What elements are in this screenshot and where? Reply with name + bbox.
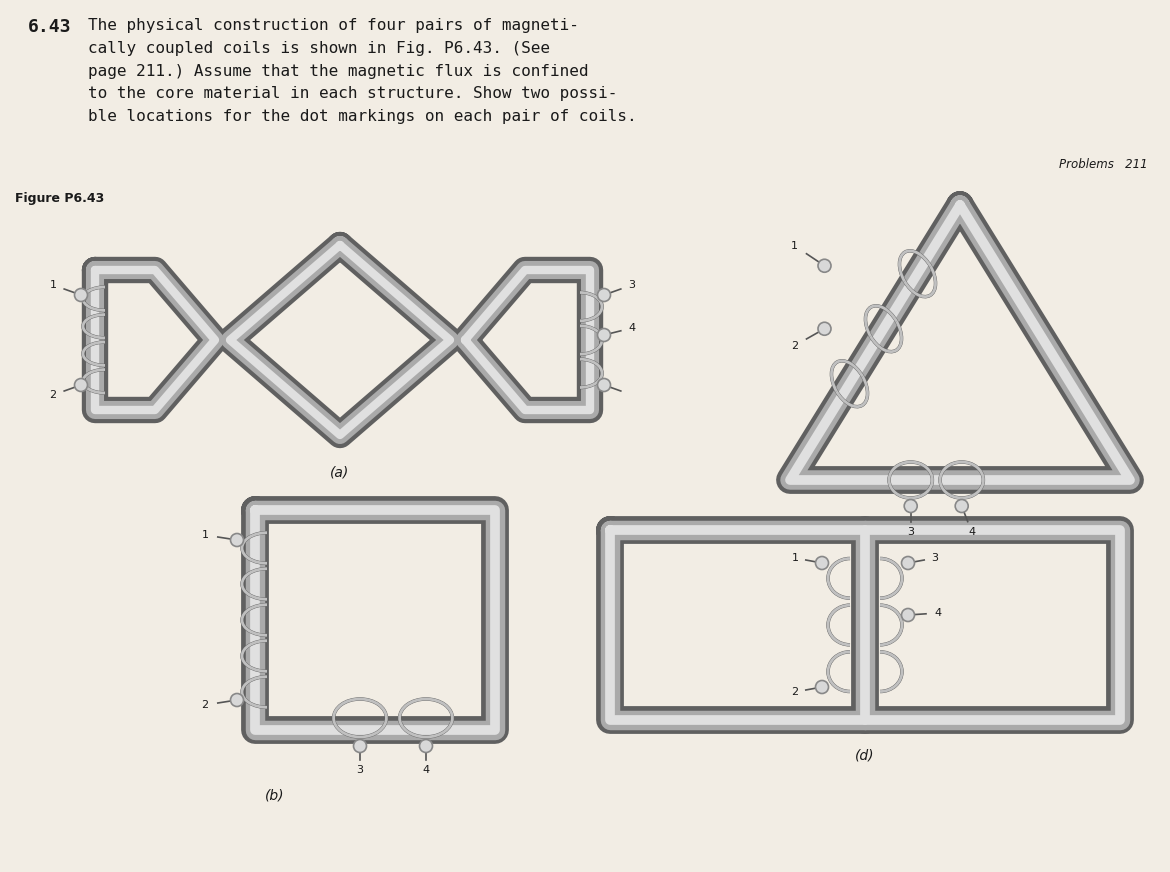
- Text: (a): (a): [330, 465, 350, 479]
- Text: 3: 3: [931, 553, 938, 563]
- Text: (d): (d): [855, 748, 875, 762]
- Circle shape: [420, 739, 433, 753]
- Circle shape: [598, 289, 611, 302]
- Text: 2: 2: [791, 687, 799, 697]
- Text: 3: 3: [907, 527, 914, 537]
- Circle shape: [902, 556, 915, 569]
- Text: Figure P6.43: Figure P6.43: [15, 192, 104, 205]
- Circle shape: [818, 323, 831, 335]
- Text: The physical construction of four pairs of magneti-
cally coupled coils is shown: The physical construction of four pairs …: [88, 18, 636, 124]
- Text: 3: 3: [628, 280, 635, 290]
- Text: 2: 2: [49, 390, 56, 400]
- Text: Problems   211: Problems 211: [1059, 158, 1148, 171]
- Circle shape: [815, 556, 828, 569]
- Circle shape: [230, 534, 243, 547]
- Circle shape: [75, 289, 88, 302]
- Text: 4: 4: [422, 765, 429, 775]
- Text: (b): (b): [266, 788, 284, 802]
- Circle shape: [818, 259, 831, 272]
- Circle shape: [75, 378, 88, 392]
- Circle shape: [598, 329, 611, 342]
- Circle shape: [955, 500, 969, 513]
- Text: 4: 4: [935, 608, 942, 618]
- Text: 1: 1: [201, 530, 208, 540]
- Text: 4: 4: [628, 323, 635, 333]
- Text: (c): (c): [811, 528, 830, 542]
- Circle shape: [598, 378, 611, 392]
- Circle shape: [904, 500, 917, 513]
- Text: 1: 1: [49, 280, 56, 290]
- Text: 1: 1: [791, 241, 798, 251]
- Circle shape: [230, 693, 243, 706]
- Text: 3: 3: [357, 765, 364, 775]
- Circle shape: [815, 680, 828, 693]
- Text: 2: 2: [791, 341, 798, 351]
- Text: 6.43: 6.43: [28, 18, 71, 36]
- Circle shape: [353, 739, 366, 753]
- Text: 2: 2: [201, 700, 208, 710]
- Text: 1: 1: [791, 553, 798, 563]
- Text: 4: 4: [968, 527, 976, 537]
- Circle shape: [902, 609, 915, 622]
